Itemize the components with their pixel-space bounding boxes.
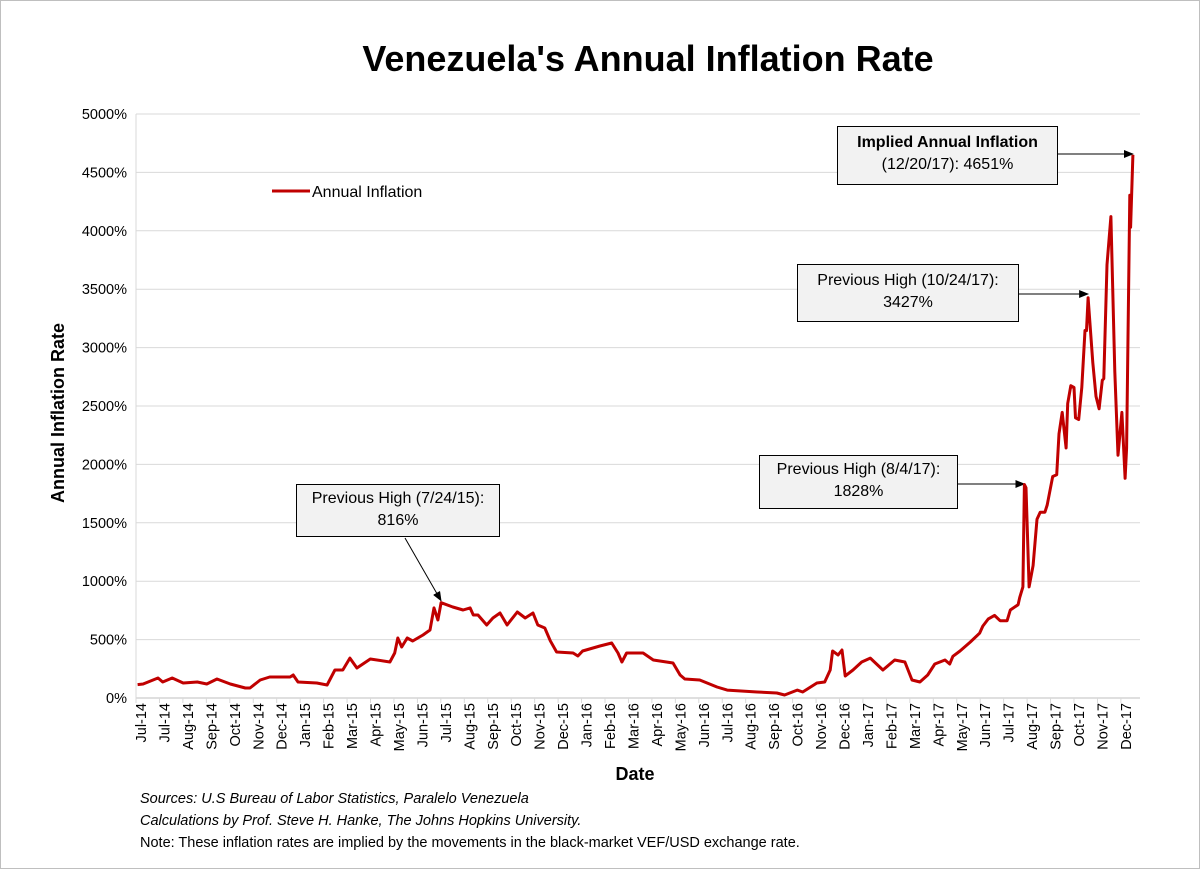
annotation-text: Previous High (8/4/17):: [776, 461, 941, 478]
x-tick-label: Nov-15: [533, 703, 549, 750]
y-tick-label: 1500%: [82, 516, 127, 532]
x-tick-label: Jul-14: [157, 703, 173, 743]
x-tick-label: Feb-16: [603, 703, 619, 749]
annotation-box-oct-2017-high: Previous High (10/24/17): 3427%: [797, 264, 1019, 322]
y-tick-label: 3000%: [82, 341, 127, 357]
x-tick-label: Jul-14: [134, 703, 150, 743]
x-tick-label: Oct-15: [509, 703, 525, 747]
y-tick-label: 4500%: [82, 165, 127, 181]
x-tick-label: Oct-16: [791, 703, 807, 747]
x-tick-label: Mar-16: [626, 703, 642, 749]
annotation-text: Previous High (7/24/15):: [311, 490, 485, 507]
x-tick-label: Dec-17: [1119, 703, 1135, 750]
annotation-value: 1828%: [833, 483, 884, 500]
x-tick-label: May-15: [392, 703, 408, 751]
annotation-value: 816%: [377, 512, 419, 529]
x-tick-label: Aug-17: [1025, 703, 1041, 750]
x-tick-label: Nov-14: [251, 703, 267, 750]
y-tick-label: 1000%: [82, 574, 127, 590]
x-tick-label: Sep-15: [486, 703, 502, 750]
x-tick-label: Dec-16: [838, 703, 854, 750]
y-tick-label: 2000%: [82, 457, 127, 473]
x-tick-label: Jul-15: [439, 703, 455, 743]
y-axis-label: Annual Inflation Rate: [48, 323, 68, 503]
footer-note: Note: These inflation rates are implied …: [140, 835, 800, 851]
x-tick-label: Nov-16: [814, 703, 830, 750]
x-tick-label: Aug-15: [462, 703, 478, 750]
annotation-value: (12/20/17): 4651%: [881, 156, 1014, 173]
annotation-text: Previous High (10/24/17):: [817, 272, 999, 289]
footer-calculations: Calculations by Prof. Steve H. Hanke, Th…: [140, 813, 582, 829]
x-tick-label: Feb-17: [884, 703, 900, 749]
x-tick-label: Nov-17: [1095, 703, 1111, 750]
x-tick-label: Apr-16: [650, 703, 666, 747]
y-tick-label: 5000%: [82, 107, 127, 123]
y-tick-labels: 0% 500% 1000% 1500% 2000% 2500% 3000% 3500% 4000…: [82, 107, 127, 707]
x-tick-label: Jun-15: [415, 703, 431, 747]
x-tick-label: Apr-17: [931, 703, 947, 747]
x-tick-label: Jul-16: [720, 703, 736, 743]
y-tick-label: 3500%: [82, 282, 127, 298]
x-tick-label: Jan-17: [861, 703, 877, 747]
annotation-text: Implied Annual Inflation: [857, 134, 1038, 151]
y-tick-label: 4000%: [82, 224, 127, 240]
x-tick-label: Mar-15: [345, 703, 361, 749]
y-tick-label: 2500%: [82, 399, 127, 415]
x-tick-label: Oct-14: [228, 703, 244, 747]
x-tick-label: Dec-14: [275, 703, 291, 750]
annotation-box-aug-2017-high: Previous High (8/4/17): 1828%: [759, 455, 958, 509]
x-tick-label: Feb-15: [322, 703, 338, 749]
annotation-arrow: [404, 537, 442, 602]
x-tick-label: Dec-15: [556, 703, 572, 750]
annotation-arrows: [404, 150, 1134, 602]
x-tick-label: May-17: [955, 703, 971, 751]
x-tick-label: May-16: [673, 703, 689, 751]
x-tick-label: Jan-15: [298, 703, 314, 747]
x-tick-label: Aug-16: [744, 703, 760, 750]
y-tick-label: 500%: [90, 633, 127, 649]
chart-title: Venezuela's Annual Inflation Rate: [362, 38, 934, 79]
x-tick-label: Sep-16: [767, 703, 783, 750]
y-tick-label: 0%: [106, 691, 127, 707]
x-tick-label: Oct-17: [1072, 703, 1088, 747]
x-tick-label: Jan-16: [580, 703, 596, 747]
x-tick-label: Jun-17: [978, 703, 994, 747]
annotation-box-latest: Implied Annual Inflation (12/20/17): 465…: [837, 126, 1058, 185]
x-tick-label: Jul-17: [1002, 703, 1018, 743]
x-tick-label: Mar-17: [908, 703, 924, 749]
gridlines: [135, 113, 1140, 703]
x-tick-label: Sep-17: [1049, 703, 1065, 750]
x-tick-label: Apr-15: [369, 703, 385, 747]
x-tick-label: Sep-14: [204, 703, 220, 750]
annotation-value: 3427%: [883, 294, 933, 311]
x-axis-label: Date: [615, 764, 654, 784]
legend-label: Annual Inflation: [312, 184, 422, 201]
x-tick-label: Jun-16: [697, 703, 713, 747]
annotation-box-2015-high: Previous High (7/24/15): 816%: [296, 484, 500, 537]
x-tick-labels: Jul-14 Jul-14 Aug-14 Sep-14 Oct-14 Nov-14 Dec-…: [134, 703, 1135, 751]
x-tick-label: Aug-14: [181, 703, 197, 750]
footer-sources: Sources: U.S Bureau of Labor Statistics,…: [140, 791, 529, 807]
series-line-annual-inflation: [137, 154, 1135, 697]
